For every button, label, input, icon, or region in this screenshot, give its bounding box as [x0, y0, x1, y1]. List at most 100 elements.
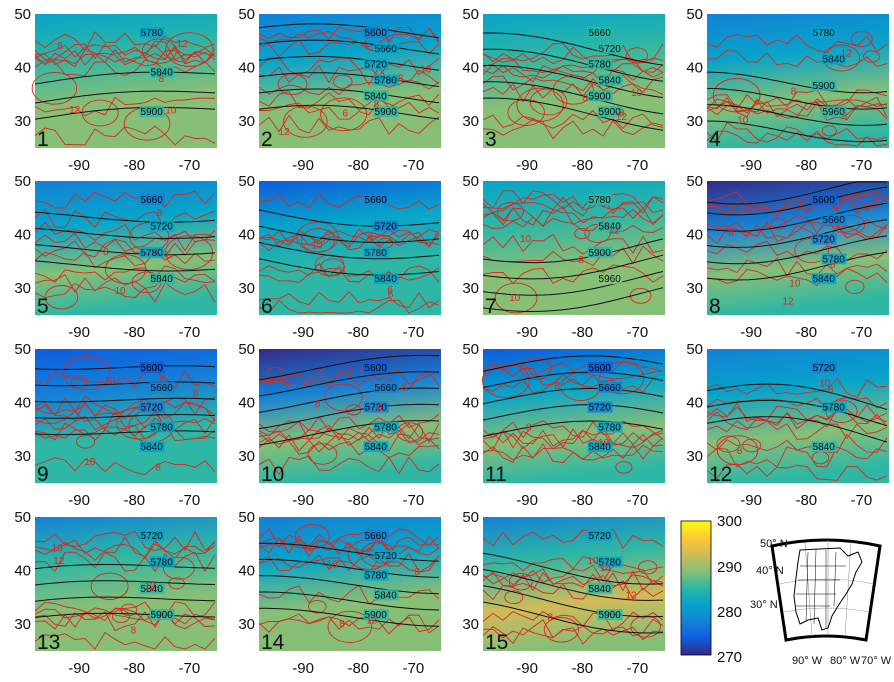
panel-number: 4 — [709, 128, 721, 151]
height-label-bg — [363, 362, 389, 373]
humidity-contour — [482, 528, 664, 550]
inset-lon-label: 80° W — [830, 655, 861, 667]
map-panel: 5600 5660 5720 5780 5840 8 6 10 8 10 9 50 40 30 -90 -80… — [14, 341, 217, 509]
x-tick-label: -70 — [179, 324, 201, 341]
panel-number: 6 — [261, 295, 273, 318]
height-contour-label: 5600 — [813, 195, 836, 206]
humidity-contour — [482, 618, 664, 639]
y-tick-label: 30 — [238, 448, 255, 465]
height-label-bg — [587, 246, 613, 258]
height-label-bg — [139, 441, 165, 453]
humidity-contour — [716, 435, 759, 466]
humidity-contour — [34, 273, 216, 293]
x-tick-label: -80 — [795, 492, 817, 509]
height-contour — [706, 219, 888, 248]
x-tick-label: -70 — [627, 324, 649, 341]
humidity-contour — [482, 367, 664, 386]
inset-lat-label: 50° N — [760, 538, 788, 550]
height-contour — [258, 371, 440, 397]
colorbar-tick: 300 — [717, 513, 742, 530]
humidity-contour — [258, 527, 440, 548]
height-label-bg — [587, 441, 613, 453]
height-contour — [259, 607, 440, 627]
x-tick-label: -90 — [292, 324, 314, 341]
x-tick-label: -70 — [403, 157, 425, 174]
height-contour-label: 5600 — [365, 363, 388, 374]
humidity-contour — [845, 279, 865, 294]
humidity-contour-label: 10 — [312, 240, 324, 251]
x-tick-label: -70 — [627, 492, 649, 509]
inset-lat-label: 30° N — [750, 599, 778, 611]
humidity-contour — [529, 88, 568, 116]
height-label-bg — [363, 27, 389, 38]
height-contour-label: 5900 — [599, 107, 622, 118]
height-contour-label: 5780 — [365, 571, 388, 582]
x-tick-label: -90 — [740, 324, 762, 341]
y-tick-label: 30 — [14, 113, 31, 130]
height-contour — [706, 202, 888, 232]
humidity-contour — [258, 228, 440, 247]
map-panel: 5600 5660 5720 5780 5840 8 12 10 8 8 50 40 30 -90 -80 -… — [686, 173, 889, 341]
x-tick-label: -70 — [179, 660, 201, 677]
humidity-contour-label: 8 — [578, 255, 584, 266]
humidity-contour — [712, 78, 761, 113]
humidity-contour — [258, 114, 440, 135]
humidity-contour — [258, 262, 440, 281]
height-contour-label: 5780 — [151, 422, 174, 433]
y-tick-label: 30 — [686, 113, 703, 130]
humidity-contour-label: 10 — [819, 378, 831, 389]
height-label-bg — [363, 246, 389, 258]
humidity-contour — [34, 410, 216, 431]
height-label-bg — [587, 530, 613, 541]
height-contour — [34, 71, 216, 85]
humidity-contour — [482, 429, 664, 451]
height-contour — [258, 104, 440, 120]
height-label-bg — [811, 233, 837, 245]
height-contour — [34, 596, 215, 602]
y-tick-label: 30 — [14, 448, 31, 465]
y-tick-label: 30 — [14, 616, 31, 633]
humidity-contour — [141, 38, 177, 64]
height-contour-label: 5900 — [141, 107, 164, 118]
height-label-bg — [139, 246, 165, 258]
height-label-bg — [363, 609, 389, 621]
y-tick-label: 30 — [462, 616, 479, 633]
height-contour-label: 5720 — [599, 44, 622, 55]
x-tick-label: -80 — [123, 660, 145, 677]
humidity-contour — [90, 572, 129, 600]
y-tick-label: 50 — [238, 6, 255, 23]
humidity-contour — [324, 383, 363, 412]
x-tick-label: -80 — [347, 324, 369, 341]
height-contour-label: 5840 — [823, 54, 846, 65]
humidity-contour-label: 8 — [791, 86, 797, 97]
height-label-bg — [587, 58, 613, 70]
x-tick-label: -90 — [292, 660, 314, 677]
temperature-field — [707, 181, 889, 315]
map-panel: 5780 5840 5900 5960 12 10 8 8 4 50 40 30 -90 -80 -70 — [686, 6, 889, 174]
height-contour — [258, 72, 440, 87]
inset-map: 50° N 40° N 30° N 90° W 80° W 70° W — [750, 538, 892, 667]
humidity-contour-label: 10 — [115, 286, 127, 297]
map-panel: 56005660572057805840590086108122504030-9… — [238, 6, 441, 174]
y-tick-label: 40 — [14, 563, 31, 580]
humidity-contour — [706, 397, 888, 411]
height-contour-label: 5660 — [599, 383, 622, 394]
x-tick-label: -80 — [123, 492, 145, 509]
x-tick-label: -70 — [627, 660, 649, 677]
humidity-contour-label: 12 — [279, 127, 291, 138]
height-contour-label: 5780 — [375, 76, 398, 87]
humidity-contour-label: 10 — [165, 106, 177, 117]
humidity-contour-label: 8 — [548, 612, 554, 623]
x-tick-label: -70 — [851, 492, 873, 509]
height-contour-label: 5780 — [589, 195, 612, 206]
height-contour — [483, 48, 664, 82]
y-tick-label: 30 — [462, 280, 479, 297]
humidity-contour — [34, 31, 216, 52]
height-contour — [34, 580, 216, 586]
humidity-contour — [34, 251, 216, 269]
